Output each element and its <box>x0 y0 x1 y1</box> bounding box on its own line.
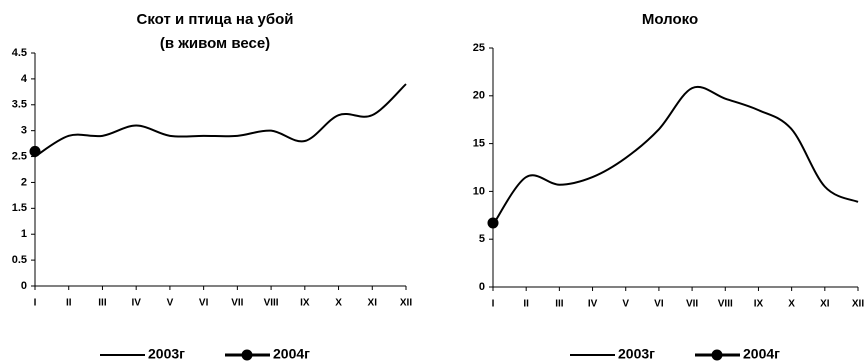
x-tick-label: XII <box>400 298 412 309</box>
x-tick-label: XI <box>368 298 378 309</box>
x-tick-label: II <box>66 298 72 309</box>
x-tick-label: II <box>523 299 529 310</box>
y-tick-label: 0 <box>21 280 27 292</box>
legend-label: 2004г <box>743 346 780 362</box>
point <box>487 217 499 229</box>
y-tick-label: 15 <box>473 138 485 150</box>
y-tick-label: 25 <box>473 42 485 54</box>
legend-marker <box>711 349 723 361</box>
y-tick-label: 4 <box>21 73 28 85</box>
x-tick-label: XII <box>852 299 864 310</box>
y-tick-label: 5 <box>479 233 485 245</box>
y-tick-label: 4.5 <box>12 47 27 59</box>
x-tick-label: XI <box>820 299 830 310</box>
series-line <box>34 83 407 158</box>
y-tick-label: 3.5 <box>12 99 27 111</box>
legend-label: 2003г <box>618 346 655 362</box>
chart-title: Молоко <box>642 11 698 28</box>
x-tick-label: IV <box>588 299 598 310</box>
x-tick-label: I <box>34 298 37 309</box>
series-line <box>492 85 859 226</box>
x-tick-label: VI <box>654 299 664 310</box>
x-tick-label: IX <box>300 298 310 309</box>
legend-label: 2003г <box>148 346 185 362</box>
y-tick-label: 2.5 <box>12 150 27 162</box>
x-tick-label: I <box>492 299 495 310</box>
x-tick-label: IX <box>754 299 764 310</box>
x-tick-label: VII <box>231 298 243 309</box>
x-tick-label: VI <box>199 298 209 309</box>
y-tick-label: 0.5 <box>12 254 27 266</box>
y-tick-label: 0 <box>479 281 485 293</box>
chart-subtitle: (в живом весе) <box>160 35 270 52</box>
y-tick-label: 1 <box>21 228 27 240</box>
x-tick-label: IV <box>131 298 141 309</box>
legend-marker <box>241 349 253 361</box>
x-tick-label: VIII <box>264 298 279 309</box>
x-tick-label: V <box>622 299 629 310</box>
x-tick-label: X <box>788 299 795 310</box>
y-tick-label: 1.5 <box>12 202 27 214</box>
y-tick-label: 20 <box>473 90 485 102</box>
legend-label: 2004г <box>273 346 310 362</box>
x-tick-label: III <box>98 298 107 309</box>
x-tick-label: III <box>555 299 564 310</box>
y-tick-label: 10 <box>473 185 485 197</box>
y-tick-label: 3 <box>21 125 27 137</box>
x-tick-label: V <box>167 298 174 309</box>
point <box>29 145 41 157</box>
x-tick-label: X <box>335 298 342 309</box>
chart-title: Скот и птица на убой <box>137 11 294 28</box>
y-tick-label: 2 <box>21 176 27 188</box>
x-tick-label: VII <box>686 299 698 310</box>
x-tick-label: VIII <box>718 299 733 310</box>
